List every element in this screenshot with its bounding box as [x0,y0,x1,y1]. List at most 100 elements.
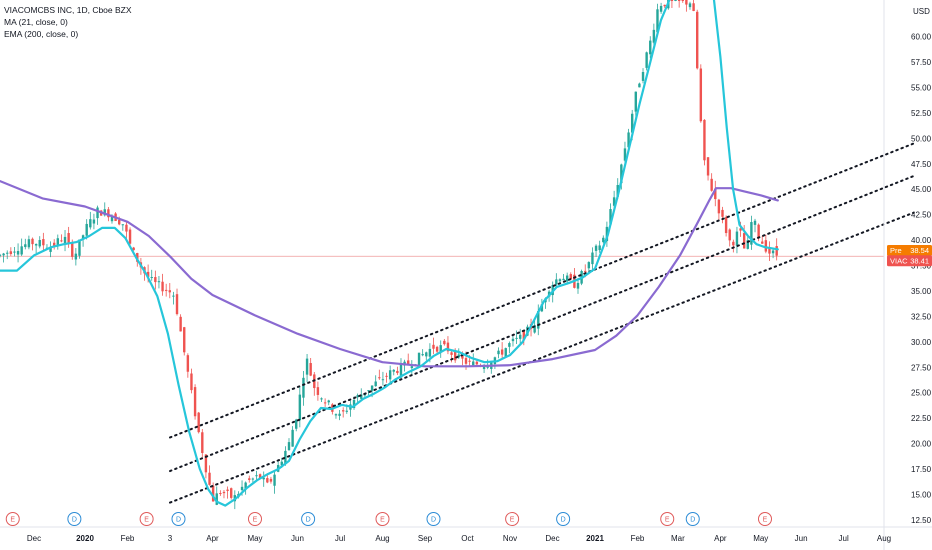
candle [305,353,309,383]
candle [555,273,558,288]
price-tick: 15.00 [911,490,932,499]
candle [157,276,161,289]
candle [753,218,757,233]
time-tick: Dec [27,534,41,543]
candle [125,221,128,240]
candle [396,366,399,375]
price-tick: 40.00 [911,236,932,245]
candle [20,238,23,257]
price-tick: 42.50 [911,211,932,220]
price-tick: 32.50 [911,312,932,321]
candle [627,128,630,149]
svg-text:E: E [763,517,768,524]
earnings-event-badge[interactable]: E [248,512,262,526]
time-tick: Aug [375,534,389,543]
svg-text:Pre: Pre [890,246,902,255]
earnings-event-badge[interactable]: E [758,512,772,526]
candle [472,353,475,367]
candle [706,157,710,181]
svg-text:E: E [665,517,670,524]
earnings-event-badge[interactable]: E [505,512,520,526]
currency-label: USD [913,7,930,16]
earnings-event-badge[interactable]: E [5,512,20,526]
chart-legend: VIACOMCBS INC, 1D, Cboe BZX MA (21, clos… [4,4,132,40]
candle [696,9,699,70]
svg-text:D: D [176,517,181,524]
channel-line-upper[interactable] [169,142,915,439]
candle [81,234,85,247]
candle [519,328,522,345]
earnings-event-badge[interactable]: E [660,512,675,526]
time-tick: May [247,534,262,543]
symbol-title[interactable]: VIACOMCBS INC, 1D, Cboe BZX [4,5,132,15]
channel-line-lower[interactable] [169,211,915,504]
candle [190,368,193,394]
candle [374,375,377,387]
svg-text:E: E [253,517,258,524]
svg-text:D: D [561,517,566,524]
candle [89,211,92,230]
candle [96,205,99,225]
candle [511,335,515,347]
dividend-event-badge[interactable]: D [171,512,186,526]
candle [60,234,63,243]
candle [638,82,641,88]
price-tick: 60.00 [911,33,932,42]
ma-layer [0,0,779,507]
price-tick: 35.00 [911,287,932,296]
dividend-event-badge[interactable]: D [426,512,441,526]
svg-text:D: D [690,517,695,524]
candle [443,338,446,346]
candle [591,247,594,272]
candle [432,337,435,355]
candle [309,358,312,377]
time-tick: Sep [418,534,433,543]
earnings-event-badge[interactable]: E [375,512,390,526]
candle [197,411,200,434]
ema-legend[interactable]: EMA (200, close, 0) [4,29,79,39]
time-tick: Apr [206,534,219,543]
candle [721,206,724,224]
time-tick: Oct [461,534,474,543]
dividend-event-badge[interactable]: D [685,512,700,526]
svg-text:E: E [380,517,385,524]
candle [739,221,742,237]
candle [623,141,627,165]
price-tag-pre: Pre 38.54 [887,244,932,256]
dividend-event-badge[interactable]: D [67,512,82,526]
candle [677,0,681,8]
candle [164,283,168,297]
price-tick: 52.50 [911,109,932,118]
svg-text:D: D [72,517,77,524]
dividend-event-badge[interactable]: D [556,512,571,526]
price-tick: 20.00 [911,440,932,449]
candle [204,454,208,479]
channel-lines-layer[interactable] [169,142,915,504]
candle [649,36,652,59]
candle [742,225,746,249]
candle [771,248,775,259]
candle [522,329,526,346]
candle [663,4,666,8]
channel-line-middle[interactable] [169,175,915,473]
svg-text:D: D [431,517,436,524]
candle [222,490,226,499]
candle [154,270,157,290]
candle [201,429,204,458]
candle [381,371,385,386]
dividend-event-badge[interactable]: D [301,512,316,526]
time-axis[interactable]: Dec 2020 Feb 3 Apr May Jun Jul Aug Sep Oct Nov Dec 20… [27,534,891,543]
candle [219,490,222,496]
candle [764,234,768,254]
ma-legend[interactable]: MA (21, close, 0) [4,17,68,27]
svg-text:38.41: 38.41 [910,256,929,265]
time-tick: Jul [839,534,849,543]
earnings-event-badge[interactable]: E [139,512,154,526]
price-tick: 25.00 [911,389,932,398]
svg-text:D: D [306,517,311,524]
svg-text:38.54: 38.54 [910,246,929,255]
svg-text:VIAC: VIAC [890,256,908,265]
candle [42,232,45,251]
